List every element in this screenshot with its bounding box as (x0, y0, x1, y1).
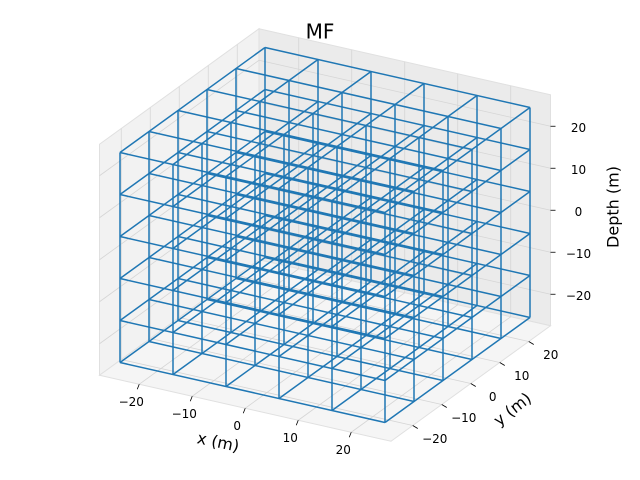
z-axis-label: Depth (m) (604, 166, 623, 248)
tick-mark (528, 341, 534, 345)
tick-mark (242, 408, 246, 414)
lattice-line (235, 67, 502, 130)
lattice-line (172, 184, 319, 292)
lattice-line (148, 340, 415, 403)
lattice-line (384, 190, 531, 298)
tick-mark (189, 396, 193, 402)
z-tick-label: −20 (566, 289, 591, 303)
lattice-line (278, 124, 425, 232)
y-tick-label: 0 (489, 390, 497, 404)
lattice-line (119, 172, 266, 280)
grid-line (258, 59, 551, 127)
lattice-line (172, 100, 319, 208)
chart-title: MF (306, 20, 335, 44)
lattice-line (278, 250, 425, 358)
tick-mark (412, 425, 418, 429)
x-tick-label: 0 (233, 419, 241, 433)
y-tick-label: 10 (514, 369, 529, 383)
tick-mark (470, 383, 476, 387)
lattice-line (172, 268, 319, 376)
lattice-line (119, 256, 266, 364)
grid-line (208, 296, 500, 363)
grid-line (179, 317, 471, 384)
lattice-line (384, 274, 531, 382)
lattice-line (331, 94, 478, 202)
lattice-line (278, 82, 425, 190)
grid-line (237, 275, 529, 342)
lattice-line (225, 196, 372, 304)
lattice-line (119, 88, 266, 196)
y-tick-label: −10 (451, 411, 476, 425)
tick-mark (348, 432, 352, 438)
grid-line (121, 359, 413, 426)
z-tick-label: 0 (575, 205, 583, 219)
lattice-line (119, 214, 266, 322)
grid-line (258, 143, 551, 211)
lattice-line (172, 142, 319, 250)
lattice-line (225, 238, 372, 346)
z-tick-label: 20 (571, 121, 586, 135)
z-tick-label: −10 (566, 247, 591, 261)
grid-line (99, 59, 260, 177)
lattice-line (119, 46, 266, 154)
lattice-line (278, 166, 425, 274)
lattice-line (331, 220, 478, 328)
lattice-line (172, 226, 319, 334)
lattice-line (225, 154, 372, 262)
x-tick-label: 10 (283, 431, 298, 445)
tick-mark (499, 362, 505, 366)
lattice-line (331, 136, 478, 244)
grid-line (150, 338, 442, 405)
x-tick-label: −20 (119, 395, 144, 409)
z-tick-label: 10 (571, 163, 586, 177)
lattice-line (331, 262, 478, 370)
lattice-line (331, 178, 478, 286)
x-tick-label: 20 (336, 443, 351, 457)
lattice-line (225, 112, 372, 220)
y-tick-label: −20 (422, 432, 447, 446)
lattice-line (278, 292, 425, 400)
lattice-line (119, 361, 386, 424)
lattice-line (384, 316, 531, 424)
grid-line (258, 101, 551, 169)
lattice-line (225, 280, 372, 388)
lattice-line (384, 148, 531, 256)
lattice-line (331, 304, 478, 412)
lattice-line (119, 130, 266, 238)
tick-mark (295, 420, 299, 426)
lattice-line (384, 106, 531, 214)
tick-mark (441, 404, 447, 408)
lattice-line (264, 46, 531, 109)
lattice-line (225, 70, 372, 178)
lattice-line (172, 58, 319, 166)
x-tick-label: −10 (172, 407, 197, 421)
lattice-line (384, 232, 531, 340)
y-tick-label: 20 (543, 348, 558, 362)
tick-mark (136, 384, 140, 390)
lattice-line (278, 208, 425, 316)
